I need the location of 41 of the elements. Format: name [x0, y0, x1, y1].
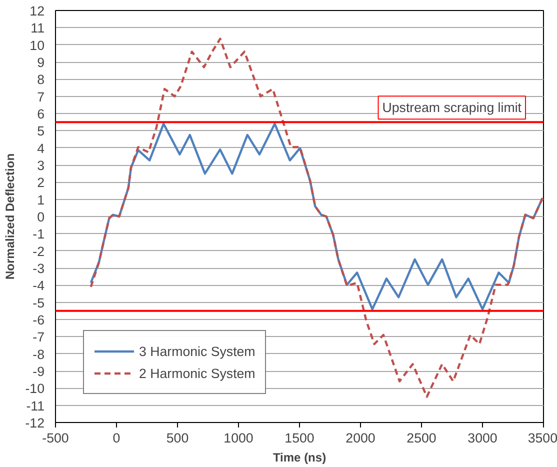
y-tick-label: 10 — [30, 38, 45, 53]
y-tick-label: 9 — [37, 55, 45, 70]
y-tick-label: -7 — [32, 330, 45, 345]
y-tick-label: -2 — [32, 244, 45, 259]
y-tick-label: -5 — [32, 295, 45, 310]
x-tick-label: 500 — [166, 430, 189, 446]
y-tick-label: -12 — [25, 416, 44, 430]
y-tick-label: -10 — [25, 381, 44, 396]
x-tick-label: -500 — [42, 430, 69, 446]
y-tick-label: 4 — [37, 140, 46, 156]
x-tick-label: 2500 — [406, 430, 436, 446]
y-tick-label: -1 — [32, 226, 45, 242]
y-tick-label: -11 — [26, 398, 45, 414]
y-tick-label: 5 — [37, 124, 45, 139]
y-tick-label: 12 — [30, 4, 45, 18]
x-axis-title: Time (ns) — [272, 450, 326, 464]
y-tick-label: 3 — [37, 158, 45, 173]
x-tick-label: 3000 — [468, 430, 498, 446]
x-tick-label: 3500 — [528, 430, 557, 446]
ref-line-label: Upstream scraping limit — [382, 100, 522, 116]
y-tick-label: 6 — [37, 106, 45, 122]
y-tick-label: 2 — [37, 175, 45, 190]
x-tick-label: 2000 — [346, 430, 376, 446]
line-series — [90, 38, 544, 398]
line-series — [90, 122, 544, 310]
y-tick-label: 7 — [37, 89, 45, 104]
x-tick-label: 1500 — [284, 430, 314, 446]
y-tick-label: -3 — [32, 261, 45, 276]
legend-label: 2 Harmonic System — [139, 366, 256, 380]
x-tick-label: 1000 — [224, 430, 254, 446]
x-tick-label: 0 — [112, 430, 120, 446]
y-tick-label: 0 — [37, 210, 45, 224]
y-tick-label: -4 — [32, 278, 46, 294]
y-tick-label: -8 — [32, 346, 45, 362]
y-axis-title: Normalized Deflection — [3, 153, 18, 280]
y-tick-label: 8 — [37, 72, 45, 88]
y-tick-label: 11 — [30, 20, 45, 36]
y-tick-label: 1 — [37, 192, 45, 208]
y-tick-label: -9 — [32, 364, 45, 379]
y-tick-label: -6 — [32, 312, 45, 328]
legend-label: 3 Harmonic System — [139, 344, 256, 358]
